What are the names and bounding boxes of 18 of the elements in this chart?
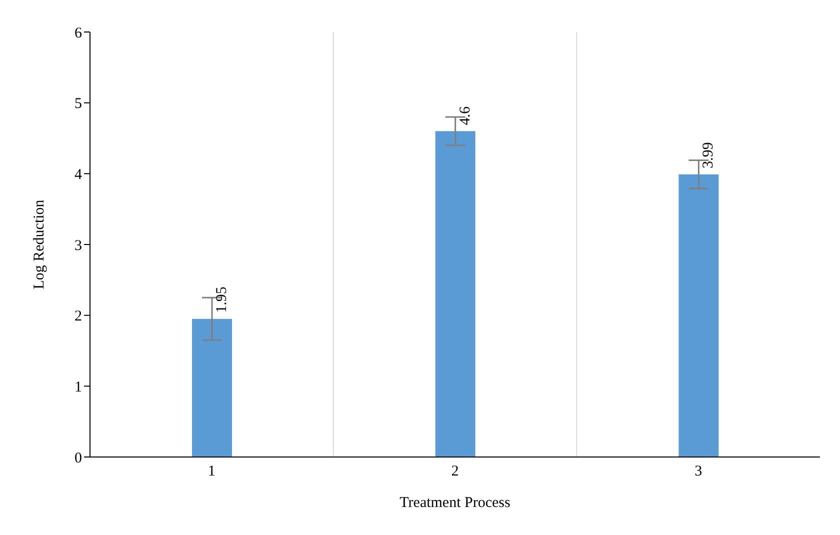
data-label: 1.95: [214, 286, 230, 313]
bar: [678, 174, 719, 457]
y-tick-label: 1: [74, 379, 82, 396]
data-label: 4.6: [457, 106, 474, 126]
y-tick-label: 5: [74, 96, 82, 112]
x-tick-label: 2: [451, 464, 459, 480]
y-axis-title: Log Reduction: [31, 199, 48, 290]
x-axis-title: Treatment Process: [400, 495, 510, 511]
x-tick-label: 1: [208, 464, 216, 480]
bar: [435, 131, 476, 457]
y-tick-label: 2: [74, 308, 82, 325]
data-label: 3.99: [700, 142, 717, 168]
x-tick-label: 3: [694, 464, 702, 480]
y-tick-label: 6: [74, 25, 82, 42]
y-tick-label: 4: [74, 166, 82, 183]
y-tick-label: 0: [74, 450, 82, 466]
bar: [192, 318, 232, 457]
y-tick-label: 3: [74, 238, 82, 254]
